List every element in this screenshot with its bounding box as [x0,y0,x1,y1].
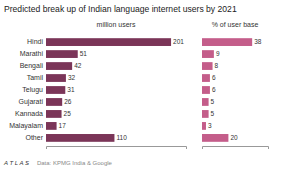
bar [202,86,210,94]
bar [46,74,66,82]
bar [202,122,206,130]
bar [202,98,209,106]
data-label: 3 [208,122,212,129]
bar [202,62,213,70]
data-label: 6 [212,74,216,81]
bar [202,50,214,58]
y-tick-label: Tamil [27,74,44,81]
y-tick-label: Hindi [27,38,43,45]
bar [202,134,228,142]
data-label: 31 [67,86,75,93]
data-label: 38 [254,38,262,45]
bar [46,62,72,70]
column-header: % of user base [212,21,259,28]
y-tick: Gujarati [18,98,46,106]
data-label: 42 [74,62,82,69]
bars [202,38,252,142]
data-label: 32 [68,74,76,81]
y-tick-label: Malayalam [9,122,43,130]
bar [46,122,57,130]
data-label: 8 [215,62,219,69]
x-axis [47,147,187,150]
y-tick: Other [25,134,46,141]
y-tick: Telugu [22,86,46,94]
bar [46,50,78,58]
x-axis-line [47,147,187,150]
bar [46,38,171,46]
y-tick-label: Kannada [15,110,43,117]
data-label: 6 [212,86,216,93]
data-label: 25 [64,110,72,117]
data-label: 110 [116,134,127,141]
y-tick: Kannada [15,110,46,117]
bar [46,98,62,106]
y-tick: Bengali [20,62,46,70]
data-labels: 201 51 42 32 31 26 25 17 110 [59,38,185,141]
data-label: 5 [211,98,215,105]
title: Predicted break up of Indian language in… [4,4,237,14]
y-tick: Malayalam [9,122,46,130]
y-tick-label: Gujarati [18,98,43,106]
bar [46,110,62,118]
bar [202,74,210,82]
bar [46,86,65,94]
bar [202,38,252,46]
column-header: million users [97,21,136,28]
x-axis-line [203,147,269,150]
data-label: 17 [59,122,67,129]
bar [46,134,114,142]
data-label: 9 [216,50,220,57]
y-tick: Marathi [20,50,46,57]
y-tick-label: Other [25,134,43,141]
y-tick-label: Telugu [22,86,43,94]
annotation: Data: KPMG India & Google [37,160,113,166]
x-axis [203,147,269,150]
y-tick-label: Bengali [20,62,44,70]
data-label: 26 [64,98,72,105]
bar [202,110,209,118]
chart: Predicted break up of Indian language in… [0,0,294,171]
y-tick-label: Marathi [20,50,44,57]
y-tick: Tamil [27,74,46,81]
y-axis: Hindi Marathi Bengali Tamil Telugu Gujarati Ka… [9,38,46,141]
data-label: 201 [173,38,184,45]
data-label: 5 [211,110,215,117]
data-label: 20 [230,134,238,141]
bars [46,38,171,142]
data-labels: 38 9 8 6 6 5 5 3 20 [208,38,262,141]
y-tick: Hindi [27,38,46,45]
data-label: 51 [80,50,88,57]
annotation: A T L A S [3,160,29,166]
